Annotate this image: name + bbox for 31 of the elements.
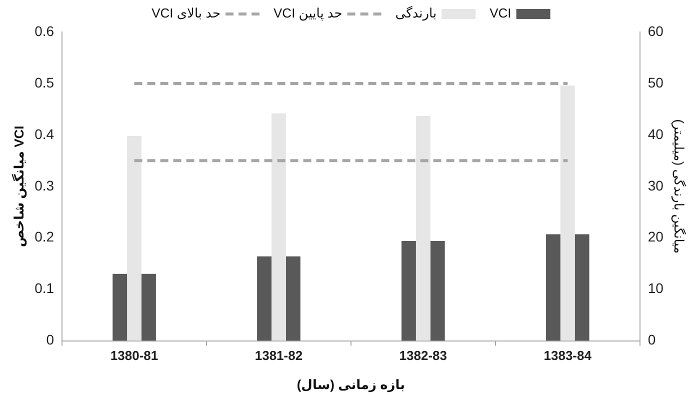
y2-tick-label: 50	[648, 74, 664, 90]
x-tick-label: 1380-81	[110, 348, 158, 364]
bar	[112, 274, 128, 341]
y-tick-label: 0	[46, 332, 54, 348]
x-tick-label: 1381-82	[254, 348, 303, 364]
y2-tick-label: 0	[648, 332, 656, 348]
y-tick-label: 0.4	[34, 126, 54, 142]
legend-label: حد پایین VCI	[274, 6, 342, 22]
y2-tick-label: 60	[648, 22, 664, 39]
y2-axis-title: میانگین بارندگی (میلیمتر)	[670, 119, 687, 254]
y2-tick-label: 10	[648, 280, 664, 296]
x-tick-label: 1382-83	[399, 348, 448, 364]
legend-label: VCI	[490, 6, 512, 21]
bar	[142, 274, 156, 341]
y-tick-label: 0.3	[34, 177, 54, 194]
x-axis-title: بازه زمانی (سال)	[296, 376, 406, 393]
y2-tick-label: 40	[648, 126, 664, 142]
bar	[416, 116, 430, 341]
x-tick-label: 1383-84	[544, 348, 592, 364]
y2-tick-label: 20	[648, 228, 664, 245]
legend-label: بارندگی	[395, 6, 437, 22]
y-tick-label: 0.2	[34, 228, 54, 245]
y-tick-label: 0.6	[34, 22, 54, 39]
bar	[127, 136, 142, 341]
y-tick-label: 0.1	[34, 280, 54, 296]
y2-tick-label: 30	[648, 177, 664, 194]
y-tick-label: 0.5	[34, 74, 54, 90]
bar	[560, 86, 575, 341]
bar	[272, 113, 286, 341]
legend-label: حد بالای VCI	[152, 6, 221, 21]
y-axis-title: میانگین شاخص VCI	[11, 126, 28, 248]
